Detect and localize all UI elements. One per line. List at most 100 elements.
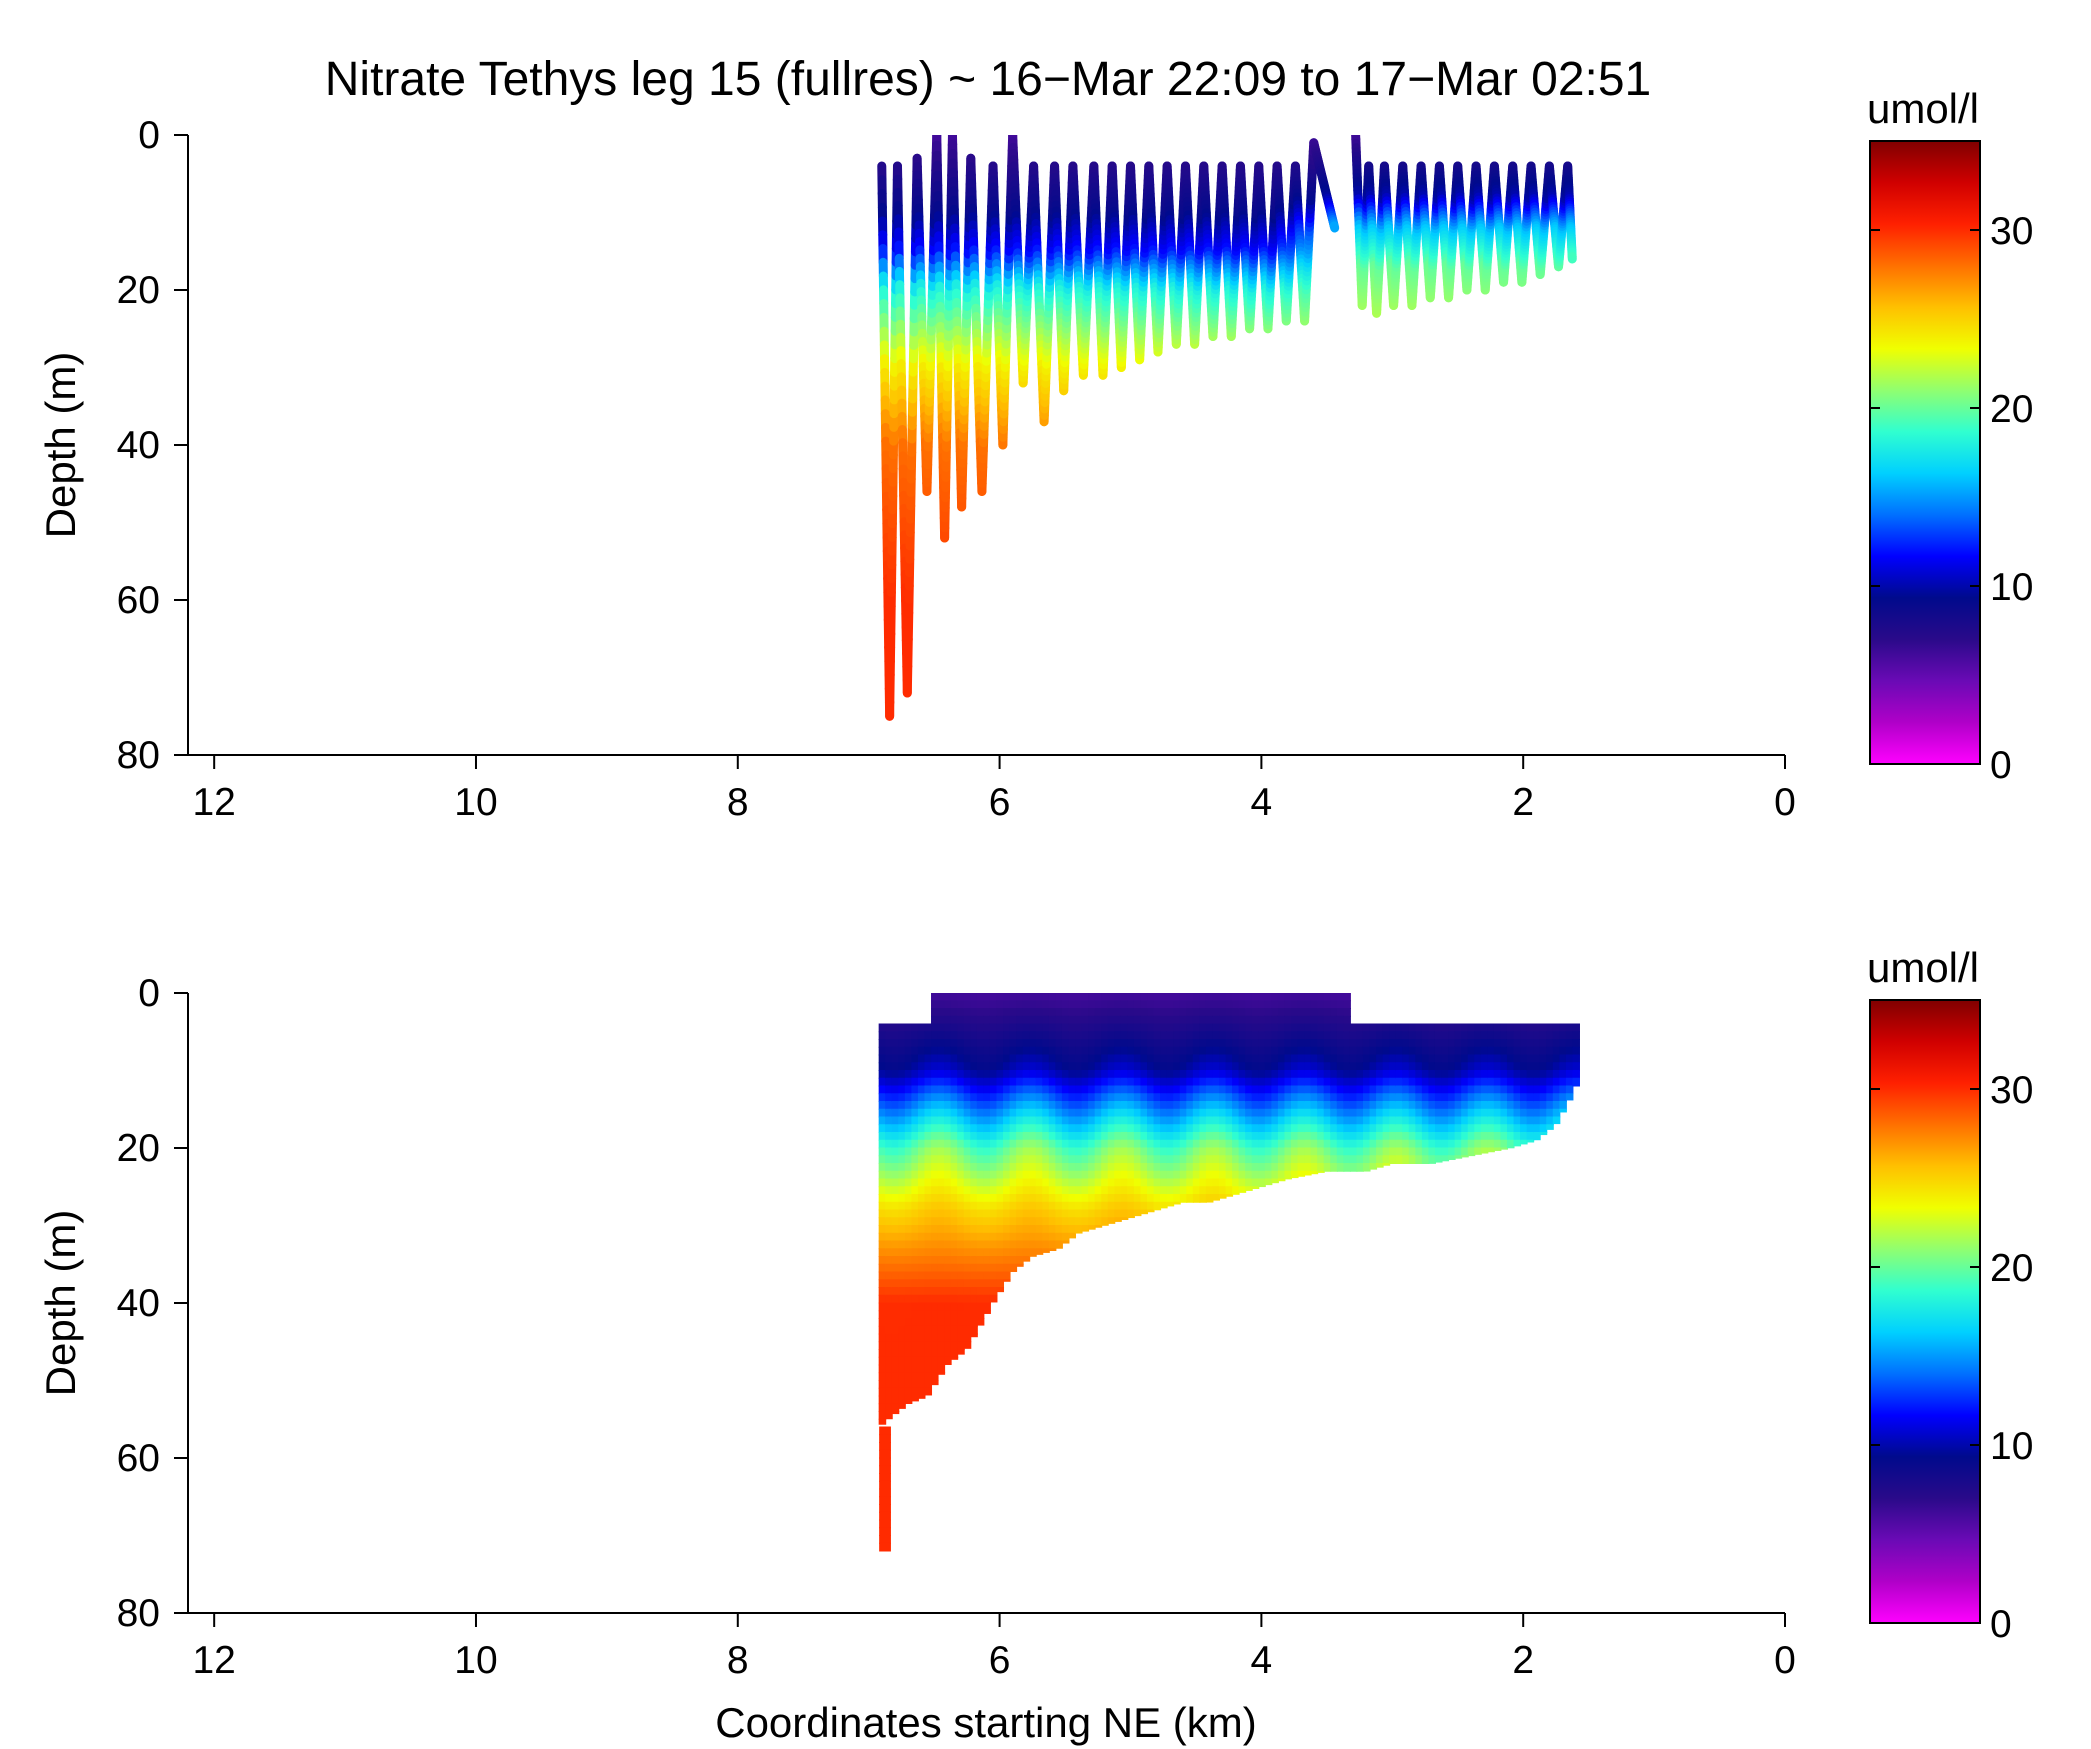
section-cell bbox=[963, 1186, 972, 1195]
section-cell bbox=[957, 1062, 965, 1071]
section-cell bbox=[950, 1054, 959, 1064]
section-cell bbox=[911, 1062, 919, 1071]
section-cell bbox=[898, 1333, 906, 1343]
section-cell bbox=[1133, 1116, 1142, 1126]
section-cell bbox=[924, 1046, 933, 1056]
section-cell bbox=[944, 1356, 952, 1365]
section-cell bbox=[931, 1085, 939, 1095]
section-cell bbox=[1094, 1062, 1103, 1071]
section-cell bbox=[931, 1341, 939, 1350]
section-cell bbox=[983, 1170, 991, 1180]
section-cell bbox=[1133, 1039, 1142, 1048]
section-cell bbox=[898, 1093, 906, 1102]
section-cell bbox=[989, 1116, 998, 1126]
section-cell bbox=[950, 1225, 959, 1234]
section-cell bbox=[1133, 1194, 1142, 1203]
section-cell bbox=[937, 1240, 946, 1250]
section-cell bbox=[970, 1310, 978, 1319]
section-cell bbox=[1035, 1194, 1044, 1203]
section-cell bbox=[970, 1240, 978, 1250]
section-cell bbox=[924, 1132, 933, 1141]
section-cell bbox=[937, 1139, 946, 1149]
section-cell bbox=[1088, 1000, 1096, 1009]
section-cell bbox=[917, 1101, 926, 1110]
section-cell bbox=[1009, 1194, 1018, 1203]
section-cell bbox=[983, 1279, 991, 1288]
section-cell bbox=[1127, 1077, 1135, 1087]
section-cell bbox=[1016, 1155, 1024, 1164]
section-cell bbox=[878, 1356, 887, 1366]
section-cell bbox=[911, 1294, 919, 1304]
section-cell bbox=[996, 1093, 1005, 1102]
section-cell bbox=[1147, 1054, 1155, 1064]
section-cell bbox=[1238, 1132, 1247, 1141]
section-cell bbox=[1114, 1000, 1122, 1009]
section-cell bbox=[983, 1139, 991, 1149]
section-cell bbox=[1022, 1147, 1031, 1157]
section-cell bbox=[917, 1070, 926, 1079]
section-cell bbox=[1061, 1015, 1070, 1025]
section-cell bbox=[911, 1163, 919, 1172]
section-cell bbox=[891, 1372, 900, 1381]
section-cell bbox=[983, 1101, 991, 1110]
section-cell bbox=[931, 1240, 939, 1250]
section-cell bbox=[904, 1163, 913, 1172]
section-cell bbox=[1114, 1108, 1122, 1118]
section-cell bbox=[931, 1132, 939, 1141]
section-cell bbox=[1192, 1170, 1201, 1180]
section-cell bbox=[1042, 1139, 1050, 1149]
section-cell bbox=[944, 1217, 952, 1226]
section-cell bbox=[1219, 1132, 1227, 1141]
section-cell bbox=[1225, 1163, 1234, 1172]
section-cell bbox=[1133, 1070, 1142, 1079]
section-cell bbox=[1094, 1186, 1103, 1195]
section-cell bbox=[1186, 1015, 1194, 1025]
section-cell bbox=[1166, 1147, 1175, 1157]
section-cell bbox=[1009, 1039, 1018, 1048]
section-cell bbox=[944, 1139, 952, 1149]
section-cell bbox=[931, 1209, 939, 1219]
section-cell bbox=[1048, 1085, 1057, 1095]
section-cell bbox=[917, 1046, 926, 1056]
section-cell bbox=[957, 1287, 965, 1296]
section-cell bbox=[1061, 1139, 1070, 1149]
section-cell bbox=[1048, 1178, 1057, 1188]
section-cell bbox=[1055, 1023, 1063, 1033]
section-cell bbox=[963, 1155, 972, 1164]
section-cell bbox=[1127, 1194, 1135, 1203]
section-cell bbox=[1245, 1015, 1253, 1025]
section-cell bbox=[1061, 1054, 1070, 1064]
section-cell bbox=[1075, 1070, 1083, 1079]
section-cell bbox=[1205, 1132, 1214, 1141]
section-cell bbox=[878, 1225, 887, 1234]
section-cell bbox=[1003, 1077, 1011, 1087]
section-cell bbox=[891, 1093, 900, 1102]
section-cell bbox=[1048, 1046, 1057, 1056]
section-cell bbox=[1212, 1170, 1221, 1180]
section-cell bbox=[1160, 993, 1168, 1002]
section-cell bbox=[1238, 1008, 1247, 1017]
section-cell bbox=[1225, 1031, 1234, 1040]
section-cell bbox=[1029, 1178, 1037, 1188]
section-cell bbox=[891, 1279, 900, 1288]
section-cell bbox=[878, 1349, 887, 1358]
section-cell bbox=[1147, 1023, 1155, 1033]
section-cell bbox=[885, 1225, 893, 1234]
section-cell bbox=[1088, 1077, 1096, 1087]
section-cell bbox=[891, 1132, 900, 1141]
section-cell bbox=[1094, 1093, 1103, 1102]
section-cell bbox=[976, 1000, 985, 1009]
section-cell bbox=[1225, 1170, 1234, 1180]
section-cell bbox=[1101, 1054, 1109, 1064]
section-cell bbox=[917, 1054, 926, 1064]
section-cell bbox=[957, 1170, 965, 1180]
section-cell bbox=[1009, 1163, 1018, 1172]
section-cell bbox=[1035, 1240, 1044, 1250]
section-cell bbox=[1133, 1046, 1142, 1056]
section-cell bbox=[1186, 1147, 1194, 1157]
section-cell bbox=[983, 1310, 991, 1314]
section-cell bbox=[1029, 1248, 1037, 1257]
section-cell bbox=[924, 1077, 933, 1087]
section-cell bbox=[891, 1256, 900, 1265]
section-cell bbox=[1101, 1039, 1109, 1048]
